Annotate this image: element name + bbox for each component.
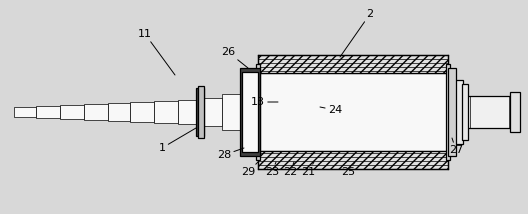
Text: 25: 25 xyxy=(341,162,355,177)
Bar xyxy=(84,104,108,120)
Bar xyxy=(196,88,204,136)
Bar xyxy=(448,68,456,156)
Bar xyxy=(455,80,463,144)
Bar xyxy=(154,101,178,123)
Text: 13: 13 xyxy=(251,97,278,107)
Text: 24: 24 xyxy=(320,105,342,115)
Bar xyxy=(462,84,468,140)
Bar xyxy=(36,106,60,118)
Bar xyxy=(130,102,154,122)
Text: 2: 2 xyxy=(340,9,374,57)
Bar xyxy=(198,86,204,138)
Bar xyxy=(222,94,242,130)
Bar xyxy=(14,107,36,117)
Text: 27: 27 xyxy=(449,138,463,155)
Bar xyxy=(178,100,200,124)
Bar xyxy=(258,151,448,169)
Bar xyxy=(258,73,448,151)
Text: 23: 23 xyxy=(265,162,279,177)
Text: 1: 1 xyxy=(158,128,196,153)
Bar xyxy=(510,92,520,132)
Text: 11: 11 xyxy=(138,29,175,75)
Bar xyxy=(446,64,450,160)
Text: 28: 28 xyxy=(217,148,244,160)
Text: 21: 21 xyxy=(301,162,315,177)
Bar xyxy=(108,103,130,121)
Bar xyxy=(200,98,222,126)
Bar xyxy=(256,64,260,160)
Bar xyxy=(467,96,512,128)
Text: 22: 22 xyxy=(283,162,297,177)
Bar xyxy=(258,55,448,73)
Text: 26: 26 xyxy=(221,47,248,68)
Bar xyxy=(60,105,84,119)
Text: 29: 29 xyxy=(241,162,258,177)
Bar xyxy=(242,72,258,152)
Bar xyxy=(240,68,260,156)
